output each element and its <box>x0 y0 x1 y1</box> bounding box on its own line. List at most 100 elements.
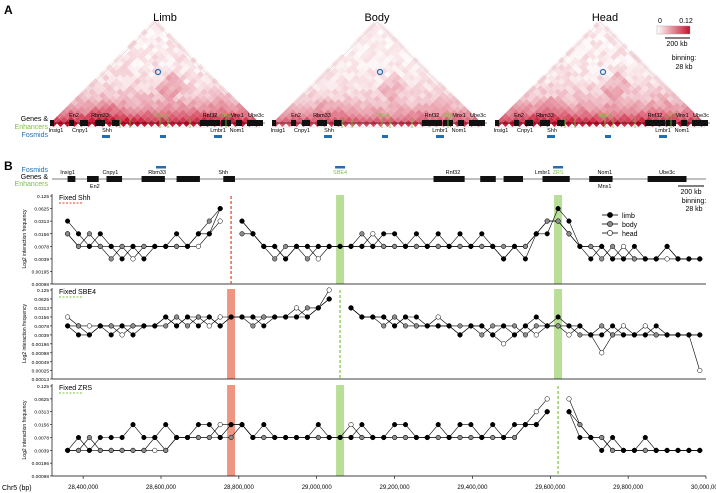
heatmap-cell <box>603 102 611 110</box>
track-label-enhancers-a: Enhancers <box>15 124 49 131</box>
panel-a-letter: A <box>4 3 13 17</box>
heatmap-cell <box>638 67 646 75</box>
heatmap-cell <box>158 95 166 103</box>
heatmap-cell <box>370 106 377 113</box>
heatmap-cell <box>579 85 586 92</box>
heatmap-cell <box>610 81 618 89</box>
heatmap-cell <box>617 67 625 75</box>
heatmap-cell <box>162 71 169 78</box>
heatmap-cell <box>533 95 541 103</box>
data-point-body <box>577 332 583 338</box>
heatmap-cell <box>162 78 169 85</box>
data-point-head <box>533 409 539 415</box>
heatmap-cell <box>366 67 374 75</box>
y-tick-label: 0.0156 <box>34 315 49 321</box>
heatmap-cell <box>394 67 402 75</box>
heatmap-cell <box>530 99 537 106</box>
heatmap-cell <box>436 109 444 117</box>
data-point-body <box>304 305 310 311</box>
heatmap-cell <box>544 78 551 85</box>
data-point-limb <box>610 323 616 329</box>
heatmap-cell <box>137 46 145 54</box>
data-point-body <box>392 243 398 249</box>
y-tick-label: 0.0039 <box>34 448 49 454</box>
heatmap-cell <box>547 74 555 82</box>
data-point-head <box>217 218 223 224</box>
heatmap-cell <box>523 106 530 113</box>
heatmap-cell <box>652 81 660 89</box>
heatmap-cell <box>656 92 663 99</box>
heatmap-cell <box>321 92 328 99</box>
data-point-limb <box>653 256 659 262</box>
heatmap-cell <box>384 106 391 113</box>
heatmap-cell <box>359 109 367 117</box>
heatmap-cell <box>342 64 349 71</box>
heatmap-cell <box>127 85 134 92</box>
heatmap-cell <box>102 74 110 82</box>
heatmap-cell <box>345 95 353 103</box>
heatmap-cell <box>148 92 155 99</box>
heatmap-cell <box>148 57 155 64</box>
heatmap-cell <box>373 39 381 47</box>
heatmap-cell <box>377 50 384 57</box>
heatmap-cell <box>123 74 131 82</box>
heatmap-cell <box>659 95 667 103</box>
heatmap-cell <box>88 95 96 103</box>
heatmap-cell <box>359 74 367 82</box>
heatmap-cell <box>377 106 384 113</box>
heatmap-cell <box>589 46 597 54</box>
data-point-limb <box>174 323 180 329</box>
heatmap-limb: Limb <box>49 12 261 128</box>
heatmap-cell <box>127 92 134 99</box>
heatmap-cell <box>370 92 377 99</box>
data-point-limb <box>293 314 300 320</box>
data-point-limb <box>359 422 365 428</box>
heatmap-cell <box>547 81 555 89</box>
heatmap-cell <box>565 71 572 78</box>
heatmap-cell <box>200 81 208 89</box>
heatmap-cell <box>102 88 110 96</box>
heatmap-cell <box>579 64 586 71</box>
heatmap-cell <box>387 81 395 89</box>
y-tick-label: 0.0156 <box>34 232 49 238</box>
heatmap-cell <box>120 92 127 99</box>
gene-block <box>692 120 708 126</box>
heatmap-cell <box>345 67 353 75</box>
heatmap-cell <box>317 102 325 110</box>
heatmap-cell <box>408 81 416 89</box>
heatmap-cell <box>561 67 569 75</box>
heatmap-cell <box>366 102 374 110</box>
data-point-limb <box>174 434 180 441</box>
heatmap-cell <box>586 64 593 71</box>
colorbar-gradient <box>656 25 691 35</box>
heatmap-cell <box>398 64 405 71</box>
data-point-body <box>522 243 528 249</box>
heatmap-cell <box>440 106 447 113</box>
heatmap-cell <box>317 95 325 103</box>
heatmap-cell <box>363 106 370 113</box>
data-point-head <box>315 256 321 262</box>
data-point-limb <box>359 243 365 249</box>
heatmap-cell <box>162 99 169 106</box>
heatmap-cell <box>582 102 590 110</box>
heatmap-cell <box>607 64 614 71</box>
data-point-head <box>642 323 648 329</box>
heatmap-cell <box>109 81 117 89</box>
heatmap-cell <box>638 102 646 110</box>
data-point-limb <box>184 314 191 320</box>
heatmap-cell <box>363 36 370 43</box>
highlight-band <box>336 195 345 284</box>
heatmap-cell <box>380 109 388 117</box>
heatmap-cell <box>422 102 430 110</box>
heatmap-cell <box>401 102 409 110</box>
heatmap-cell <box>370 57 377 64</box>
data-point-body <box>195 314 201 320</box>
data-point-limb <box>141 256 147 262</box>
data-point-limb <box>206 231 212 237</box>
heatmap-cell <box>158 46 166 54</box>
heatmap-cell <box>526 102 534 110</box>
x-tick-label: 29,200,000 <box>380 485 411 491</box>
heatmap-cell <box>408 109 416 117</box>
heatmap-cell <box>645 81 653 89</box>
data-point-head <box>86 323 92 329</box>
